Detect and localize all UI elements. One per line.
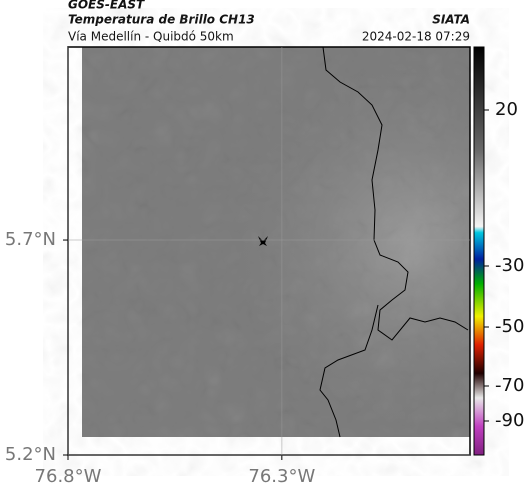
- colorbar-tick-label: -50: [495, 316, 524, 337]
- colorbar-tick-label: -90: [495, 410, 524, 431]
- colorbar-tick-label: -30: [495, 255, 524, 276]
- y-tick-label: 5.7°N: [5, 229, 56, 250]
- coastline: [319, 304, 379, 438]
- x-tick-label: 76.3°W: [248, 466, 315, 487]
- location-marker: [258, 236, 268, 246]
- credit: SIATA: [432, 13, 470, 27]
- datetime: 2024-02-18 07:29: [362, 30, 470, 44]
- border: [322, 46, 469, 341]
- axes: 76.8°W 76.3°W 5.7°N 5.2°N 20 -30 -50 -70 -90: [5, 47, 524, 487]
- source: GOES-EAST: [68, 0, 145, 12]
- colorbar-tick-label: 20: [495, 99, 518, 120]
- colorbar: [473, 46, 485, 456]
- title: Temperatura de Brillo CH13: [68, 13, 255, 27]
- subtitle: Vía Medellín - Quibdó 50km: [68, 30, 234, 44]
- x-tick-label: 76.8°W: [35, 466, 102, 487]
- colorbar-tick-label: -70: [495, 375, 524, 396]
- satellite-image: [82, 47, 470, 437]
- y-tick-label: 5.2°N: [5, 444, 56, 465]
